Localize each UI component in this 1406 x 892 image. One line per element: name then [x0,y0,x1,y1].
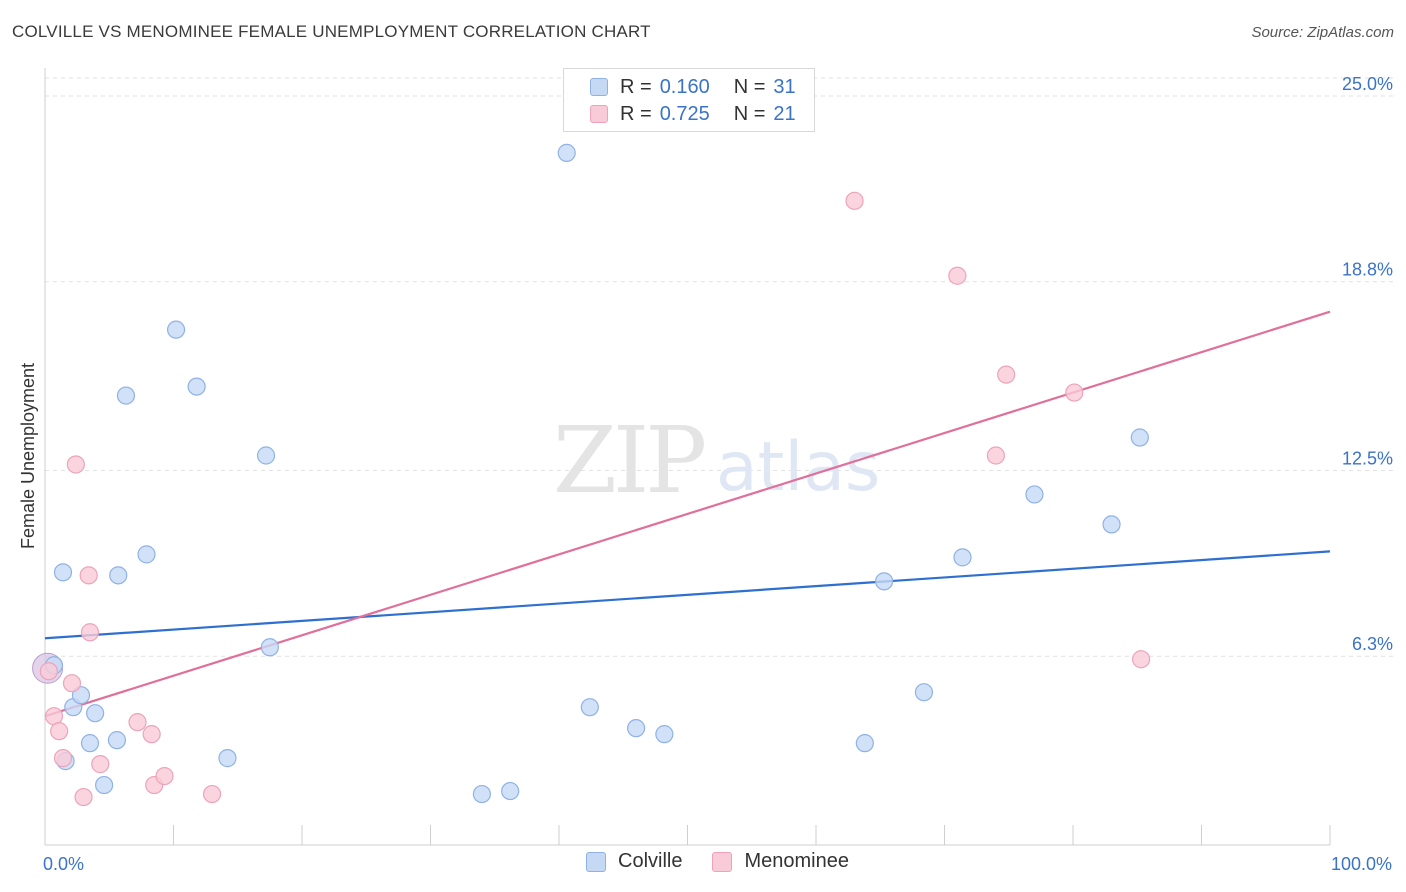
series-legend: Colville Menominee [586,850,879,873]
colville-point [218,749,237,768]
menominee-point [91,755,110,774]
colville-point [1102,515,1121,534]
colville-swatch [590,78,608,96]
colville-point [166,320,186,339]
colville-point [53,563,73,582]
r-value: 0.160 [659,75,710,98]
legend-label: Menominee [744,850,849,872]
menominee-point [53,749,73,768]
menominee-point [39,662,58,681]
colville-point [86,704,105,723]
colville-swatch [586,851,606,872]
stats-row-menominee: R = 0.725 N = 21 [590,101,796,127]
colville-point [626,719,646,738]
colville-point [137,545,156,564]
colville-point [109,566,128,585]
menominee-swatch [712,851,733,872]
x-tick-label: 0.0% [43,854,84,874]
colville-point [953,548,972,567]
x-tick-labels: 0.0% 100.0% [43,854,1392,874]
menominee-point [202,784,222,804]
menominee-point [128,713,147,732]
r-value: 0.725 [659,102,710,125]
menominee-point [1132,650,1151,669]
y-tick-label: 25.0% [1342,74,1393,94]
watermark-atlas: atlas [716,428,880,507]
colville-point [107,731,127,750]
menominee-point [142,725,161,744]
legend-item-colville[interactable]: Colville [586,850,682,873]
trend-lines [44,310,1331,718]
colville-point [256,446,276,465]
colville-point [557,143,576,162]
colville-point [875,572,894,591]
n-value: 31 [773,75,796,98]
colville-point [187,377,206,396]
menominee-point [62,674,82,693]
menominee-point [1065,383,1084,402]
r-label: R = [620,102,652,125]
y-tick-label: 6.3% [1352,634,1393,654]
scatter-points [32,143,1151,807]
menominee-point [74,787,93,807]
colville-point [472,784,491,804]
r-label: R = [620,75,652,98]
colville-point [855,734,874,753]
watermark-zip: ZIP [553,407,704,514]
colville-point [914,683,934,702]
x-tick-label: 100.0% [1331,854,1392,874]
menominee-point [155,766,174,786]
stats-row-colville: R = 0.160 N = 31 [590,74,796,100]
colville-point [80,734,100,753]
menominee-point [948,266,967,285]
menominee-point [66,455,85,474]
colville-point [1130,428,1149,447]
legend-label: Colville [618,850,683,872]
menominee-swatch [590,105,608,123]
y-tick-label: 12.5% [1342,448,1393,468]
stats-legend: R = 0.160 N = 31 R = 0.725 N = 21 [563,68,815,132]
menominee-point [80,623,100,642]
chart-title: COLVILLE VS MENOMINEE FEMALE UNEMPLOYMEN… [12,22,651,41]
menominee-point [79,566,98,585]
menominee-point [50,722,69,741]
colville-point [501,781,520,801]
menominee-point [986,446,1006,465]
n-label: N = [733,102,766,125]
colville-point [260,638,279,657]
source-label: Source: ZipAtlas.com [1251,24,1394,41]
colville-trend-line [44,550,1331,640]
menominee-point [997,365,1016,384]
colville-point [655,725,674,744]
colville-point [95,775,114,795]
legend-item-menominee[interactable]: Menominee [712,850,849,873]
menominee-point [845,191,864,210]
colville-point [1025,485,1044,504]
colville-point [580,698,599,717]
colville-point [116,386,136,405]
y-axis-label: Female Unemployment [18,363,38,549]
n-label: N = [733,75,766,98]
y-tick-labels: 6.3% 12.5% 18.8% 25.0% [1342,74,1393,654]
y-tick-label: 18.8% [1342,260,1393,280]
menominee-trend-line [44,310,1331,718]
watermark: ZIP atlas [553,407,880,514]
n-value: 21 [773,102,796,125]
